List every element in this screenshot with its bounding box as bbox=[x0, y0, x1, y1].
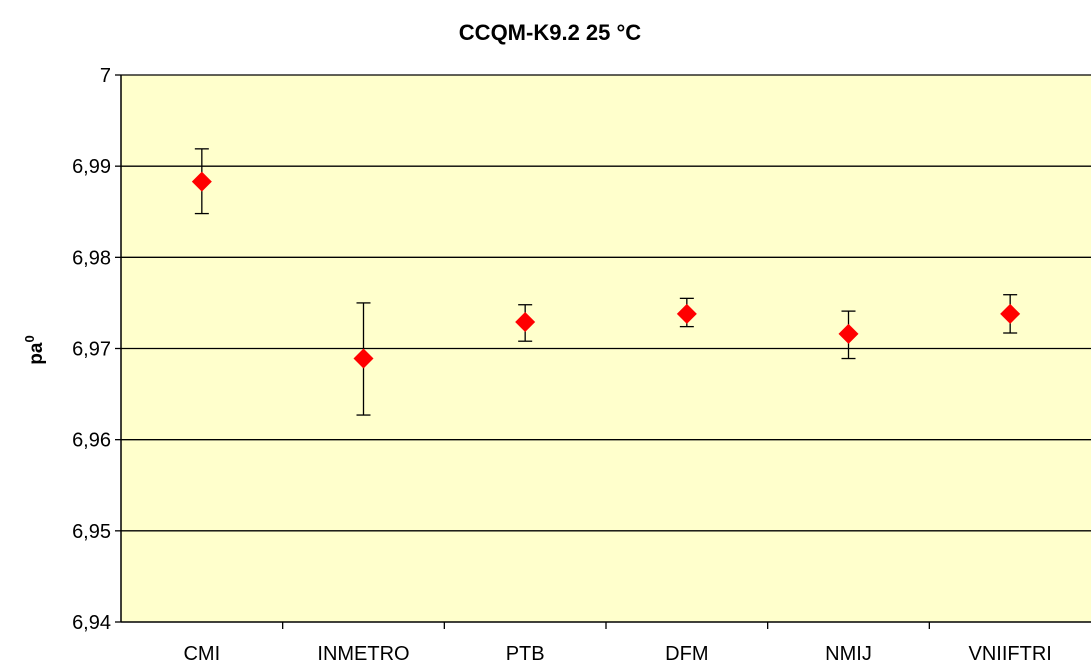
x-tick-label: INMETRO bbox=[317, 643, 409, 665]
x-tick-label: PTB bbox=[506, 643, 545, 665]
y-axis-label-sup: 0 bbox=[22, 335, 37, 342]
y-tick-label: 6,96 bbox=[72, 430, 111, 452]
x-tick-label: VNIIFTRI bbox=[968, 643, 1051, 665]
plot-area: 6,94 6,95 6,96 6,97 6,98 6,99 7 CMI INMETRO PTB DF… bbox=[72, 65, 1091, 665]
x-tick-label: DFM bbox=[665, 643, 708, 665]
data-point bbox=[1000, 303, 1021, 324]
chart-title: CCQM-K9.2 25 °C bbox=[459, 20, 642, 45]
data-point bbox=[515, 312, 536, 333]
y-tick-label: 6,97 bbox=[72, 339, 111, 361]
data-point bbox=[676, 303, 697, 324]
y-axis-label-main: pa bbox=[26, 342, 47, 365]
data-point bbox=[838, 323, 859, 344]
x-tick-label: CMI bbox=[183, 643, 220, 665]
y-axis-label: pa0 bbox=[22, 335, 47, 364]
data-point bbox=[191, 171, 212, 192]
y-tick-label: 6,99 bbox=[72, 156, 111, 178]
x-tick-label: NMIJ bbox=[825, 643, 872, 665]
y-tick-label: 6,94 bbox=[72, 612, 111, 634]
y-tick-label: 7 bbox=[100, 65, 111, 87]
y-tick-label: 6,98 bbox=[72, 247, 111, 269]
y-tick-label: 6,95 bbox=[72, 521, 111, 543]
data-point bbox=[353, 348, 374, 369]
